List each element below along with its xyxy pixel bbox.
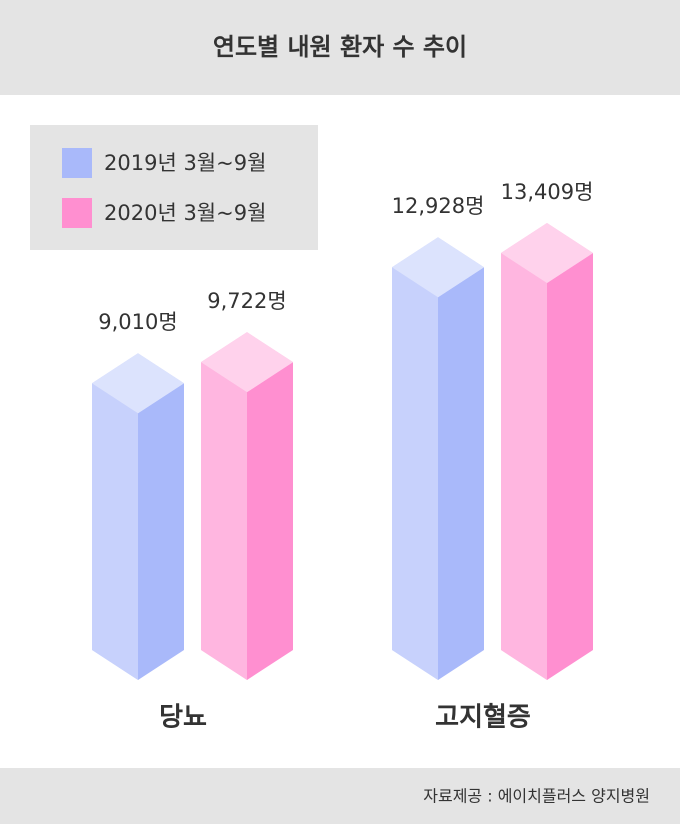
bar (501, 223, 593, 680)
category-label: 당뇨 (159, 703, 207, 733)
legend-box (30, 125, 318, 250)
legend-swatch (62, 198, 92, 228)
legend-label: 2020년 3월~9월 (104, 201, 266, 225)
bar-top-shade (392, 237, 484, 298)
value-label: 9,010명 (98, 310, 177, 334)
category-label: 고지혈증 (435, 703, 531, 733)
legend-swatch (62, 148, 92, 178)
bar-front-shade (92, 383, 138, 680)
bar-side (547, 253, 593, 680)
source-band (0, 768, 680, 824)
bar-front (392, 267, 438, 680)
bar-front (201, 362, 247, 680)
bar-front (501, 253, 547, 680)
bar-front-shade (201, 362, 247, 680)
value-label: 13,409명 (501, 180, 594, 204)
bar-side (138, 383, 184, 680)
source: 자료제공 : 에이치플러스 양지병원 (423, 787, 650, 806)
bar (201, 332, 293, 680)
bar (92, 353, 184, 680)
bar-side (247, 362, 293, 680)
bar-front-shade (501, 253, 547, 680)
value-label: 12,928명 (392, 194, 485, 218)
legend-label: 2019년 3월~9월 (104, 151, 266, 175)
bar-front (92, 383, 138, 680)
title-band (0, 0, 680, 95)
bar-top-shade (501, 223, 593, 283)
bar-top-shade (92, 353, 184, 414)
chart-title: 연도별 내원 환자 수 추이 (213, 33, 467, 61)
value-label: 9,722명 (207, 289, 286, 313)
bar-side (438, 267, 484, 680)
bar (392, 237, 484, 680)
bar-front-shade (392, 267, 438, 680)
bar-top-shade (201, 332, 293, 393)
